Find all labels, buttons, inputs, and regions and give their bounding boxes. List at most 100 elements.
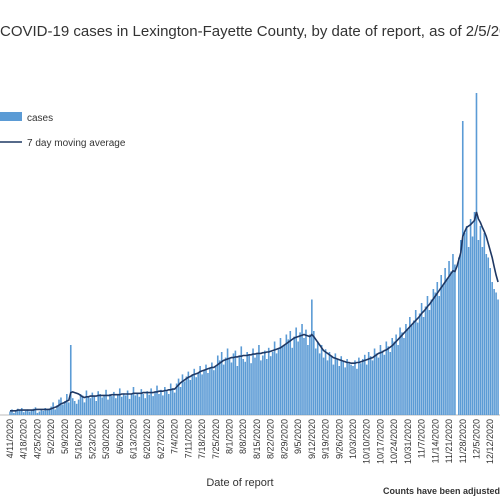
bar	[477, 240, 480, 415]
bar	[150, 388, 152, 415]
bar	[167, 394, 170, 415]
bar	[295, 327, 297, 415]
bar	[146, 391, 148, 415]
bar	[397, 345, 399, 415]
bar	[111, 396, 113, 415]
bar	[256, 353, 258, 415]
bar	[205, 364, 207, 415]
bar	[40, 409, 43, 415]
bar	[113, 391, 115, 415]
bar	[356, 368, 358, 415]
x-tick-label: 7/4/2020	[170, 419, 180, 454]
x-tick-label: 7/18/2020	[197, 419, 207, 459]
bar	[22, 412, 25, 415]
bar	[162, 395, 164, 415]
bar	[379, 345, 382, 415]
bar	[330, 355, 333, 415]
bar	[211, 362, 213, 415]
bar	[83, 402, 86, 415]
bar	[260, 360, 262, 415]
bar	[9, 411, 11, 415]
bar	[101, 397, 103, 415]
bar	[342, 361, 344, 415]
x-tick-label: 6/6/2020	[115, 419, 125, 454]
bar	[126, 390, 129, 415]
bar	[173, 392, 176, 415]
bar	[73, 401, 76, 415]
x-tick-label: 8/29/2020	[279, 419, 289, 459]
bar	[279, 338, 282, 415]
bar	[46, 410, 49, 415]
bar	[24, 410, 27, 415]
bar	[54, 409, 56, 415]
bar	[495, 292, 497, 415]
x-tick-label: 4/18/2020	[19, 419, 29, 459]
bar	[177, 378, 180, 415]
bar	[367, 352, 370, 415]
bar	[166, 391, 168, 415]
x-tick-label: 9/5/2020	[293, 419, 303, 454]
bar	[32, 408, 35, 415]
bar	[79, 394, 82, 415]
bar	[187, 371, 190, 415]
bar	[117, 394, 119, 415]
bar	[26, 409, 29, 415]
bar	[95, 401, 98, 415]
bar	[97, 391, 99, 415]
x-tick-label: 12/5/2020	[471, 419, 481, 459]
bar	[89, 398, 92, 415]
bar	[213, 370, 215, 415]
bar	[391, 338, 393, 415]
bar	[493, 289, 495, 415]
bar	[64, 401, 66, 415]
bar	[232, 353, 235, 415]
bar	[311, 299, 313, 415]
bar	[28, 411, 31, 415]
x-tick-label: 10/24/2020	[389, 419, 399, 464]
bar	[432, 289, 435, 415]
bar	[371, 360, 374, 415]
bar	[281, 346, 284, 415]
bar	[407, 329, 409, 415]
note: Counts have been adjusted to	[383, 486, 500, 496]
bar	[328, 352, 331, 415]
bar	[346, 359, 348, 415]
x-tick-label: 11/21/2020	[444, 419, 454, 463]
bar	[269, 356, 272, 415]
bar	[85, 390, 88, 415]
bar	[377, 357, 380, 415]
bar	[448, 261, 450, 415]
bar	[395, 334, 397, 415]
bar	[136, 392, 139, 415]
bar	[489, 268, 491, 415]
bar	[458, 257, 460, 415]
bar	[265, 359, 268, 415]
bar	[479, 226, 482, 415]
x-tick-label: 5/9/2020	[60, 419, 70, 454]
bar	[430, 299, 433, 415]
bar	[352, 366, 354, 415]
bar	[99, 394, 101, 415]
bar	[363, 354, 366, 415]
bar	[42, 410, 45, 415]
bar	[236, 366, 239, 415]
bar	[350, 364, 352, 415]
bar	[446, 278, 448, 415]
bar	[414, 310, 417, 415]
bar	[273, 341, 276, 415]
bar	[228, 359, 231, 415]
bar	[240, 346, 243, 415]
x-tick-label: 6/13/2020	[128, 419, 138, 459]
bar	[491, 282, 493, 415]
bar	[169, 383, 172, 415]
bar	[124, 395, 127, 415]
bar	[483, 233, 486, 415]
bar	[34, 407, 37, 415]
bar	[93, 396, 96, 415]
bar	[30, 410, 33, 415]
bar	[418, 313, 421, 415]
bar	[440, 275, 442, 415]
bar	[393, 341, 395, 415]
bar	[381, 350, 384, 415]
bar	[107, 399, 109, 415]
